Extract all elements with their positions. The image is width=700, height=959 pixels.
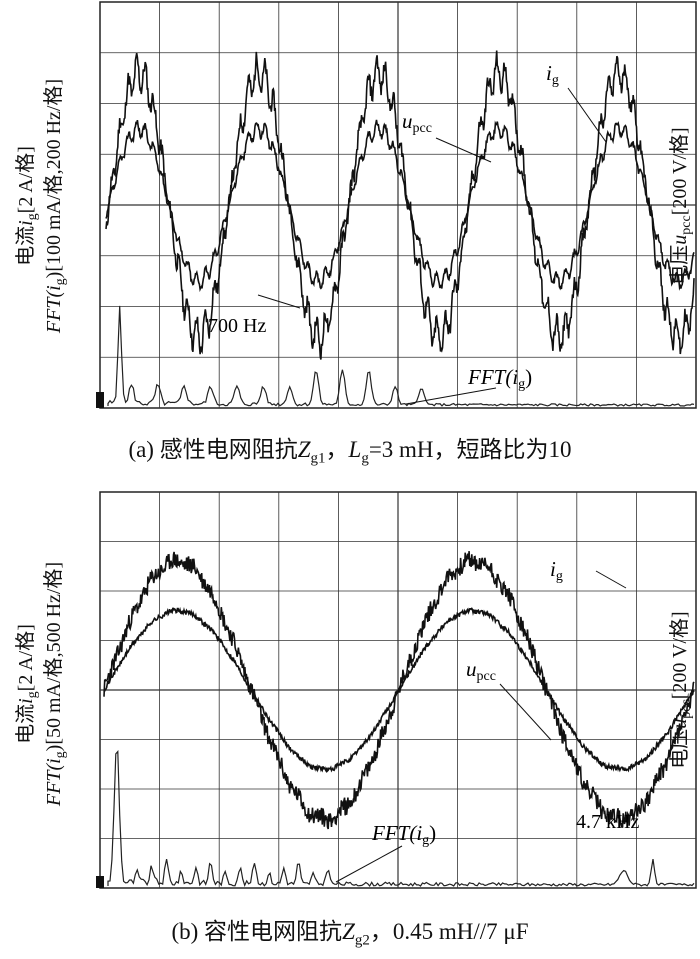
series-upcc-b [103, 606, 695, 774]
y-label-current-a: 电流ig[2 A/格] [14, 146, 40, 266]
channel-marker-b [92, 876, 104, 888]
plot-area-a: 电压upcc[200 V/格] ig upcc 700 Hz FFT(ig) [92, 0, 700, 417]
leader-ig-b [595, 570, 627, 589]
annotation-ig-a: ig [546, 61, 559, 88]
annotation-fft-a: FFT(ig) [467, 365, 532, 392]
leader-fft-a [405, 387, 497, 405]
annotation-fft-b: FFT(ig) [371, 821, 436, 848]
annotation-freq-b: 4.7 kHz [576, 811, 639, 833]
panel-b: 电流ig[2 A/格] FFT(ig)[50 mA/格,500 Hz/格] 电压… [0, 478, 700, 898]
caption-b: (b) 容性电网阻抗Zg2，0.45 mH//7 μF [171, 919, 529, 949]
series-ig-a [105, 50, 695, 360]
annotation-ig-b: ig [550, 557, 563, 584]
annotation-freq-a: 700 Hz [208, 315, 266, 337]
grid-a [100, 2, 696, 408]
series-upcc-a [105, 119, 695, 293]
series-fft-b [107, 749, 695, 888]
y-label-fft-b: FFT(ig)[50 mA/格,500 Hz/格] [42, 562, 68, 807]
y-axis-labels-b: 电流ig[2 A/格] FFT(ig)[50 mA/格,500 Hz/格] [0, 478, 96, 890]
y-label-fft-a: FFT(ig)[100 mA/格,200 Hz/格] [42, 79, 68, 334]
y-label-current-b: 电流ig[2 A/格] [14, 624, 40, 744]
oscilloscope-a: 电压upcc[200 V/格] ig upcc 700 Hz FFT(ig) [92, 1, 697, 409]
y-label-voltage-a: 电压upcc[200 V/格] [668, 127, 694, 284]
caption-a: (a) 感性电网阻抗Zg1，Lg=3 mH，短路比为10 [128, 437, 572, 467]
plot-area-b: 电压upcc[200 V/格] ig upcc 4.7 kHz FFT(ig) [92, 478, 700, 895]
leader-ig-a [567, 87, 607, 143]
y-axis-labels-a: 电流ig[2 A/格] FFT(ig)[100 mA/格,200 Hz/格] [0, 0, 96, 412]
leader-freq-a [257, 294, 301, 309]
leader-upcc-b [499, 683, 552, 741]
series-fft-a [107, 305, 695, 407]
annotation-upcc-a: upcc [402, 109, 432, 136]
channel-marker-a [92, 392, 104, 408]
panel-a: 电流ig[2 A/格] FFT(ig)[100 mA/格,200 Hz/格] 电… [0, 0, 700, 420]
grid-b [100, 492, 696, 888]
annotation-upcc-b: upcc [466, 657, 496, 684]
y-label-voltage-b: 电压upcc[200 V/格] [668, 611, 694, 768]
leader-upcc-a [435, 137, 492, 163]
leader-fft-b [335, 845, 403, 883]
oscilloscope-b: 电压upcc[200 V/格] ig upcc 4.7 kHz FFT(ig) [92, 491, 697, 889]
